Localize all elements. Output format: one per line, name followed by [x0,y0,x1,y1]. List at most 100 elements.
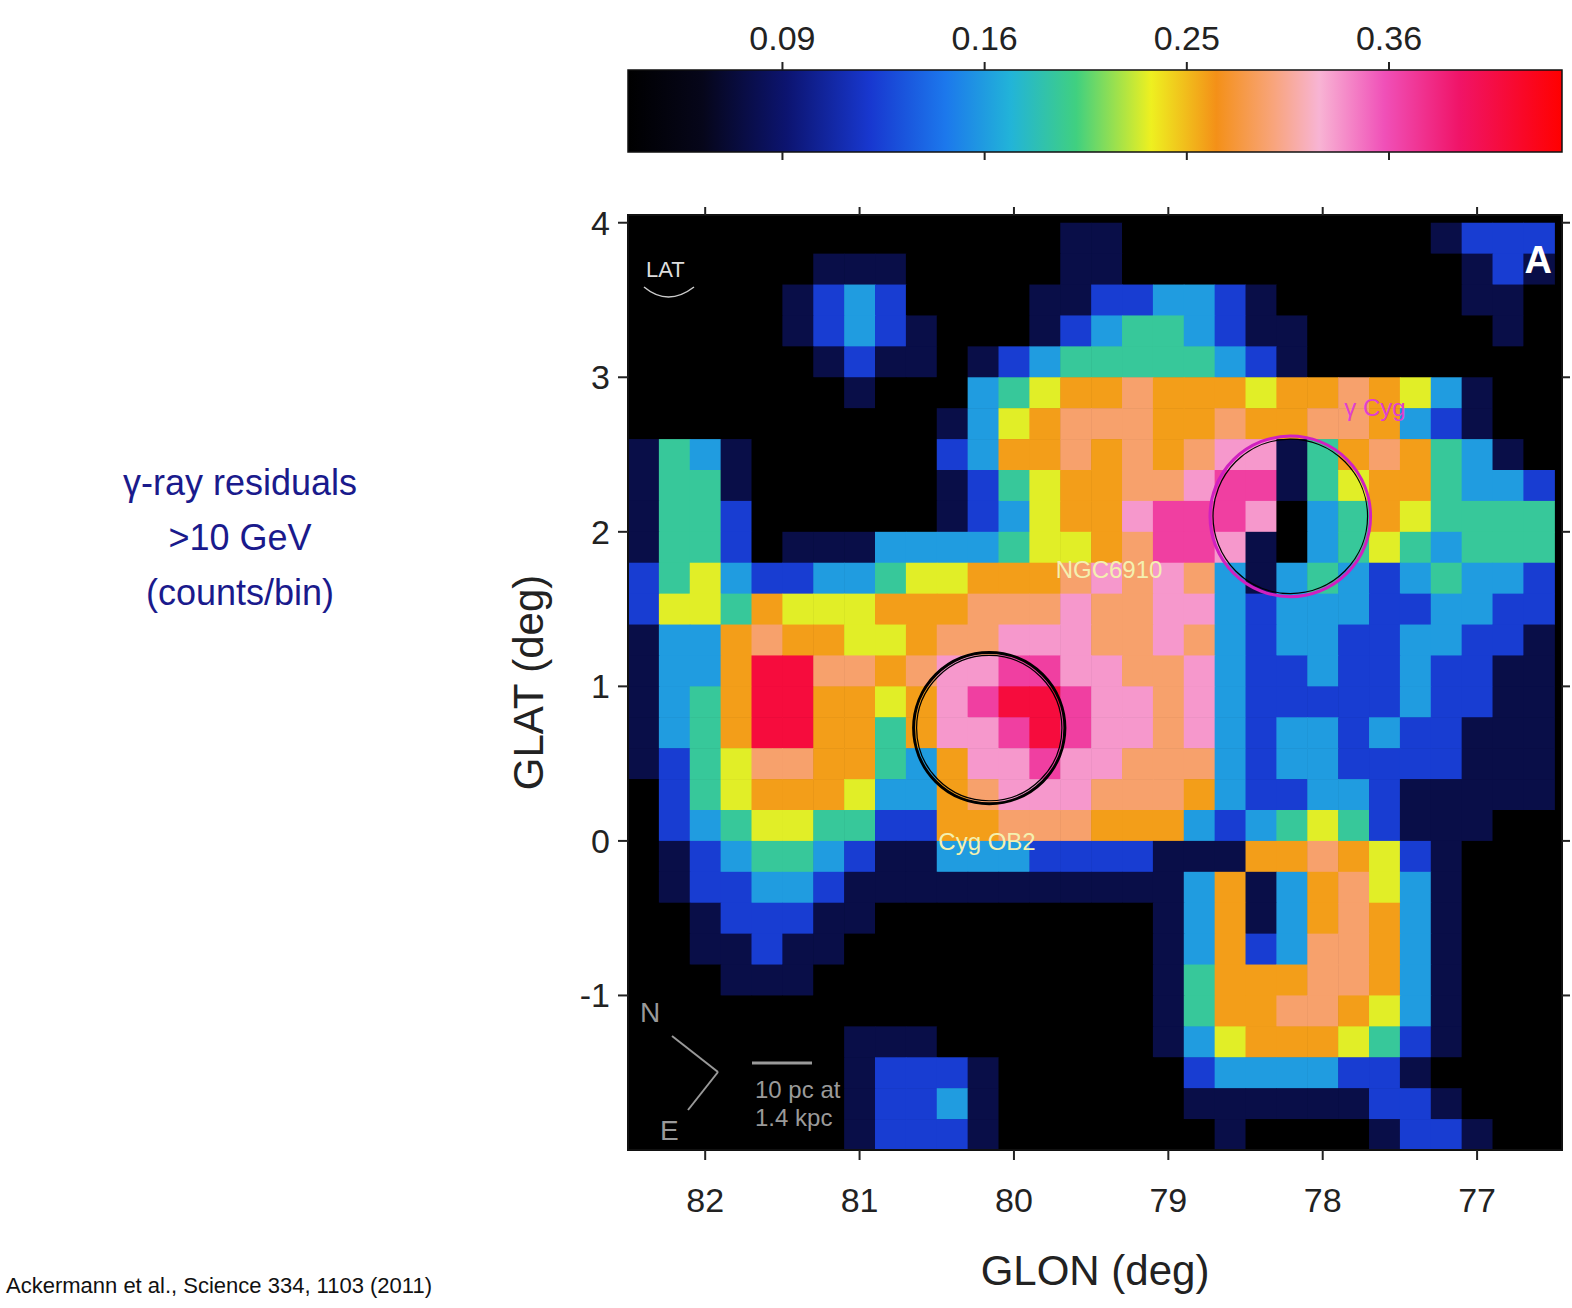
heatmap-cell [1462,841,1493,873]
heatmap-cell [1307,470,1338,502]
heatmap-cell [1400,1057,1431,1089]
heatmap-cell [999,346,1030,378]
heatmap-cell [1153,285,1184,317]
colorbar-tick-label: 0.25 [1154,19,1220,57]
heatmap-cell [1523,408,1554,440]
heatmap-cell [1369,1088,1400,1120]
heatmap-cell [1246,254,1277,286]
heatmap-cell [1246,470,1277,502]
heatmap-cell [1091,686,1122,718]
heatmap-cell [659,315,690,347]
heatmap-cell [1276,717,1307,749]
heatmap-cell [1060,903,1091,935]
heatmap-cell [1246,1088,1277,1120]
heatmap-cell [1215,903,1246,935]
heatmap-cell [1153,223,1184,255]
heatmap-cell [752,717,783,749]
heatmap-cell [1029,470,1060,502]
heatmap-cell [968,1088,999,1120]
heatmap-cell [1431,1026,1462,1058]
heatmap-cell [1523,841,1554,873]
heatmap-cell [1493,686,1524,718]
heatmap-cell [1431,1057,1462,1089]
plot-area [628,223,1555,1150]
heatmap-cell [782,408,813,440]
heatmap-cell [1276,841,1307,873]
heatmap-cell [721,965,752,997]
heatmap-cell [968,717,999,749]
heatmap-cell [1369,655,1400,687]
heatmap-cell [659,594,690,626]
heatmap-cell [1246,686,1277,718]
heatmap-cell [721,315,752,347]
heatmap-cell [1215,1026,1246,1058]
heatmap-cell [721,841,752,873]
heatmap-cell [1246,532,1277,564]
heatmap-cell [1307,841,1338,873]
heatmap-cell [1462,625,1493,657]
heatmap-cell [1400,285,1431,317]
heatmap-cell [1091,903,1122,935]
heatmap-cell [1184,377,1215,409]
heatmap-cell [690,995,721,1027]
heatmap-cell [1338,223,1369,255]
heatmap-cell [1091,254,1122,286]
heatmap-cell [1431,254,1462,286]
heatmap-cell [875,594,906,626]
heatmap-cell [1493,655,1524,687]
heatmap-cell [999,934,1030,966]
heatmap-cell [628,223,659,255]
heatmap-cell [968,1026,999,1058]
heatmap-cell [1493,903,1524,935]
heatmap-cell [721,501,752,533]
heatmap-cell [690,686,721,718]
heatmap-cell [1122,470,1153,502]
heatmap-cell [1400,655,1431,687]
heatmap-cell [1246,346,1277,378]
heatmap-cell [1184,223,1215,255]
heatmap-cell [1091,501,1122,533]
heatmap-cell [1462,315,1493,347]
heatmap-cell [906,934,937,966]
heatmap-cell [721,686,752,718]
heatmap-cell [968,377,999,409]
heatmap-cell [1276,223,1307,255]
heatmap-cell [1462,995,1493,1027]
heatmap-cell [1431,501,1462,533]
heatmap-cell [844,625,875,657]
heatmap-cell [1431,934,1462,966]
heatmap-cell [906,563,937,595]
heatmap-cell [1493,872,1524,904]
heatmap-cell [628,686,659,718]
heatmap-cell [1493,965,1524,997]
heatmap-cell [1369,285,1400,317]
heatmap-cell [844,594,875,626]
heatmap-cell [1400,470,1431,502]
heatmap-cell [1246,655,1277,687]
heatmap-cell [1369,346,1400,378]
heatmap-cell [906,1088,937,1120]
heatmap-cell [690,315,721,347]
heatmap-cell [1153,1057,1184,1089]
heatmap-cell [1153,841,1184,873]
heatmap-cell [968,1119,999,1150]
heatmap-cell [659,563,690,595]
heatmap-cell [628,934,659,966]
heatmap-cell [1523,594,1554,626]
heatmap-cell [1338,686,1369,718]
heatmap-cell [1369,748,1400,780]
heatmap-cell [659,810,690,842]
heatmap-cell [1493,439,1524,471]
heatmap-cell [875,254,906,286]
heatmap-cell [1153,594,1184,626]
heatmap-cell [1029,1088,1060,1120]
heatmap-cell [782,903,813,935]
heatmap-cell [1153,315,1184,347]
heatmap-cell [782,563,813,595]
heatmap-cell [813,470,844,502]
heatmap-cell [1060,594,1091,626]
heatmap-cell [1338,1026,1369,1058]
heatmap-cell [1060,408,1091,440]
heatmap-cell [752,779,783,811]
heatmap-cell [1184,285,1215,317]
